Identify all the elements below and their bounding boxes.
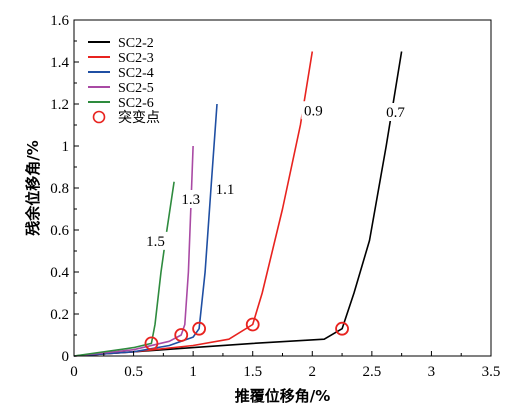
breakpoint-marker (174, 328, 189, 342)
x-tick-label: 1 (189, 364, 197, 380)
series-line-sc2-2 (73, 51, 403, 357)
x-tick-label: 3.5 (482, 364, 501, 380)
series-line-sc2-5 (73, 145, 194, 357)
x-axis-title: 推覆位移角/% (235, 387, 331, 405)
legend-label: SC2-6 (118, 96, 154, 111)
x-tick-label: 1.5 (243, 364, 262, 380)
x-tick-label: 2 (309, 364, 317, 380)
series-line-sc2-4 (73, 103, 218, 357)
y-tick-label: 1.4 (50, 55, 69, 71)
breakpoint-marker (192, 321, 207, 336)
y-tick-label: 1.2 (50, 97, 69, 113)
legend-label: SC2-2 (118, 36, 154, 51)
legend-label: SC2-4 (118, 66, 154, 81)
legend-label: 突变点 (118, 110, 160, 126)
y-tick-label: 1.6 (50, 13, 69, 29)
breakpoint-markers (144, 317, 349, 351)
breakpoint-marker (144, 336, 159, 351)
y-tick-label: 0.8 (50, 181, 69, 197)
axes: 0 0.5 1 1.5 2 2.5 3 3.5 0 0.2 0.4 0.6 0.8 1 1.2 1.4 1.6 (50, 13, 500, 380)
legend-marker (92, 110, 106, 124)
annotation-bg (178, 190, 203, 208)
breakpoint-marker (335, 321, 349, 336)
y-axis-title: 残余位移角/% (24, 140, 42, 236)
x-tick-label: 3 (428, 364, 436, 380)
curve-annotation: 1.1 (216, 182, 235, 198)
curve-annotation: 0.7 (386, 105, 405, 121)
curve-annotations: 0.7 0.9 1.1 1.3 1.5 (143, 101, 408, 250)
y-tick-label: 0.2 (50, 307, 69, 323)
x-tick-label: 0.5 (124, 364, 143, 380)
curve-annotation: 1.3 (181, 192, 200, 208)
annotation-bg (143, 231, 168, 250)
y-tick-label: 0.4 (50, 265, 69, 281)
series-line-sc2-6 (73, 181, 175, 357)
x-tick-label: 2.5 (362, 364, 381, 380)
annotation-bg (213, 180, 238, 198)
curve-annotation: 0.9 (304, 103, 323, 119)
annotation-bg (383, 103, 408, 121)
annotation-bg (301, 101, 326, 120)
legend-label: SC2-3 (118, 51, 154, 66)
y-tick-label: 1 (62, 139, 70, 155)
y-tick-label: 0.6 (50, 223, 69, 239)
legend-label: SC2-5 (118, 81, 154, 96)
curve-annotation: 1.5 (146, 234, 165, 250)
breakpoint-marker (245, 317, 260, 332)
x-tick-label: 0 (70, 364, 78, 380)
y-tick-label: 0 (62, 349, 70, 365)
